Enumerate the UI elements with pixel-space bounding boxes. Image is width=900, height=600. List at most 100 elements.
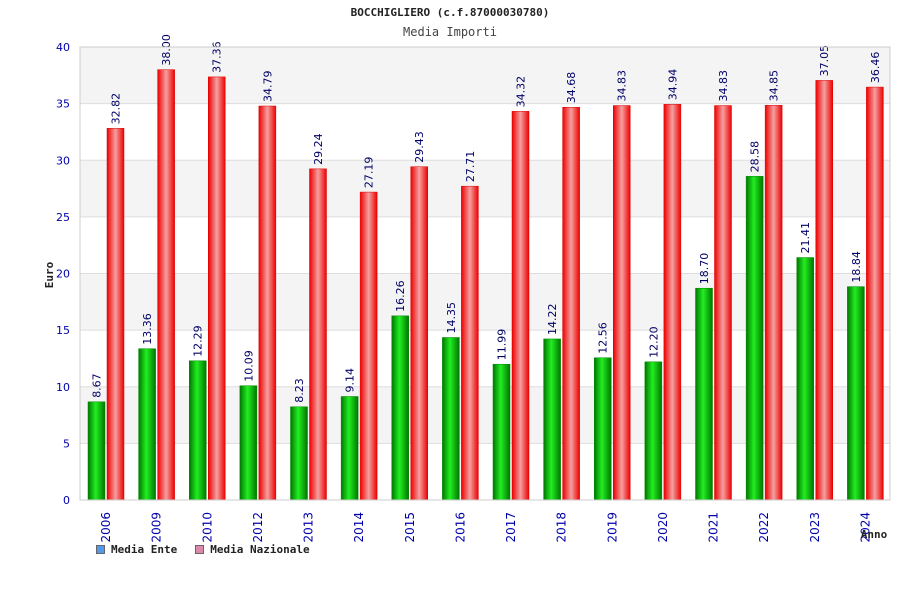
data-label-media-ente: 21.41 — [799, 222, 812, 254]
bar-media-ente — [442, 337, 460, 501]
legend-item-nazionale: Media Nazionale — [195, 543, 310, 556]
bar-media-ente — [796, 257, 814, 501]
bar-media-nazionale — [613, 105, 631, 501]
bar-media-ente — [492, 363, 511, 501]
bar-media-nazionale — [764, 105, 783, 501]
data-label-media-ente: 13.36 — [141, 313, 154, 345]
legend-label-nazionale: Media Nazionale — [210, 543, 310, 556]
x-tick-label: 2014 — [352, 512, 366, 543]
x-tick-label: 2010 — [200, 512, 214, 543]
data-label-media-nazionale: 34.79 — [261, 71, 274, 103]
data-label-media-ente: 9.14 — [344, 368, 357, 393]
chart-title: BOCCHIGLIERO (c.f.87000030780) — [350, 6, 550, 19]
data-label-media-nazionale: 37.36 — [211, 41, 224, 73]
data-label-media-nazionale: 38.00 — [160, 34, 173, 66]
legend-item-ente: Media Ente — [96, 543, 177, 556]
x-tick-label: 2022 — [757, 512, 771, 543]
bar-media-nazionale — [815, 80, 833, 501]
bar-media-nazionale — [410, 166, 428, 501]
bar-media-nazionale — [309, 168, 327, 501]
y-tick-label: 20 — [56, 268, 70, 281]
y-tick-label: 25 — [56, 211, 70, 224]
plot-area-border — [79, 46, 891, 501]
bar-media-nazionale — [714, 105, 732, 501]
bar-media-ente — [745, 176, 764, 501]
bar-media-nazionale — [359, 191, 378, 501]
bar-media-ente — [644, 361, 663, 501]
bar-media-nazionale — [663, 104, 682, 501]
data-label-media-nazionale: 36.46 — [869, 52, 882, 84]
data-label-media-nazionale: 34.68 — [565, 72, 578, 104]
bar-media-ente — [138, 348, 156, 501]
x-tick-label: 2020 — [656, 512, 670, 543]
chart-subtitle: Media Importi — [403, 25, 497, 39]
bar-media-ente — [189, 360, 207, 501]
bar-media-ente — [594, 357, 612, 501]
y-tick-label: 0 — [63, 494, 70, 507]
x-tick-label: 2009 — [150, 512, 164, 543]
data-label-media-ente: 10.09 — [242, 350, 255, 382]
data-label-media-nazionale: 37.05 — [818, 45, 831, 77]
x-tick-label: 2006 — [99, 512, 113, 543]
bar-media-nazionale — [461, 185, 479, 501]
bar-media-ente — [239, 385, 258, 501]
data-label-media-ente: 12.29 — [192, 325, 205, 357]
bar-media-ente — [87, 401, 106, 501]
y-tick-label: 40 — [56, 41, 70, 54]
data-label-media-nazionale: 29.24 — [312, 133, 325, 165]
legend-swatch-ente — [96, 545, 105, 554]
legend-label-ente: Media Ente — [111, 543, 178, 556]
y-tick-label: 30 — [56, 154, 70, 167]
x-tick-label: 2021 — [707, 512, 721, 543]
data-label-media-nazionale: 32.82 — [110, 93, 123, 125]
bar-media-nazionale — [258, 105, 277, 501]
data-label-media-ente: 16.26 — [394, 280, 407, 312]
x-tick-label: 2015 — [403, 512, 417, 543]
x-axis-label: Anno — [861, 528, 888, 541]
x-tick-label: 2013 — [302, 512, 316, 543]
data-label-media-ente: 28.58 — [749, 141, 762, 173]
data-label-media-ente: 14.22 — [546, 303, 559, 335]
bar-media-ente — [290, 406, 308, 501]
bar-media-nazionale — [562, 106, 580, 501]
data-label-media-nazionale: 34.32 — [515, 76, 528, 108]
data-label-media-nazionale: 34.94 — [666, 69, 679, 101]
x-tick-label: 2017 — [504, 512, 518, 543]
data-label-media-ente: 18.84 — [850, 251, 863, 283]
data-label-media-nazionale: 27.19 — [363, 157, 376, 189]
bar-media-nazionale — [208, 76, 226, 501]
data-label-media-nazionale: 27.71 — [464, 151, 477, 183]
data-label-media-nazionale: 34.83 — [717, 70, 730, 102]
legend-swatch-nazionale — [195, 545, 205, 554]
bar-media-ente — [391, 315, 409, 501]
data-label-media-ente: 14.35 — [445, 302, 458, 334]
data-label-media-ente: 18.70 — [698, 253, 711, 285]
data-label-media-nazionale: 29.43 — [413, 131, 426, 163]
data-label-media-ente: 11.99 — [496, 329, 509, 361]
x-tick-label: 2018 — [555, 512, 569, 543]
bar-media-ente — [543, 338, 561, 501]
y-tick-label: 35 — [56, 98, 70, 111]
bar-media-nazionale — [106, 128, 125, 501]
bar-media-ente — [847, 286, 865, 501]
data-label-media-ente: 8.23 — [293, 378, 306, 403]
y-axis-label: Euro — [43, 261, 56, 288]
data-label-media-ente: 8.67 — [91, 373, 104, 398]
bar-media-ente — [340, 396, 359, 501]
x-tick-label: 2019 — [605, 512, 619, 543]
data-label-media-nazionale: 34.85 — [768, 70, 781, 102]
y-tick-label: 10 — [56, 381, 70, 394]
legend: Media Ente Media Nazionale — [96, 543, 310, 556]
x-tick-label: 2024 — [858, 512, 872, 543]
bar-media-nazionale — [157, 69, 175, 501]
x-tick-label: 2016 — [453, 512, 467, 543]
y-tick-label: 5 — [63, 437, 70, 450]
x-tick-label: 2012 — [251, 512, 265, 543]
data-label-media-ente: 12.20 — [647, 326, 660, 358]
data-label-media-ente: 12.56 — [597, 322, 610, 354]
bar-media-nazionale — [511, 111, 530, 501]
y-tick-label: 15 — [56, 324, 70, 337]
bar-media-nazionale — [866, 86, 884, 501]
bar-media-ente — [695, 287, 713, 501]
